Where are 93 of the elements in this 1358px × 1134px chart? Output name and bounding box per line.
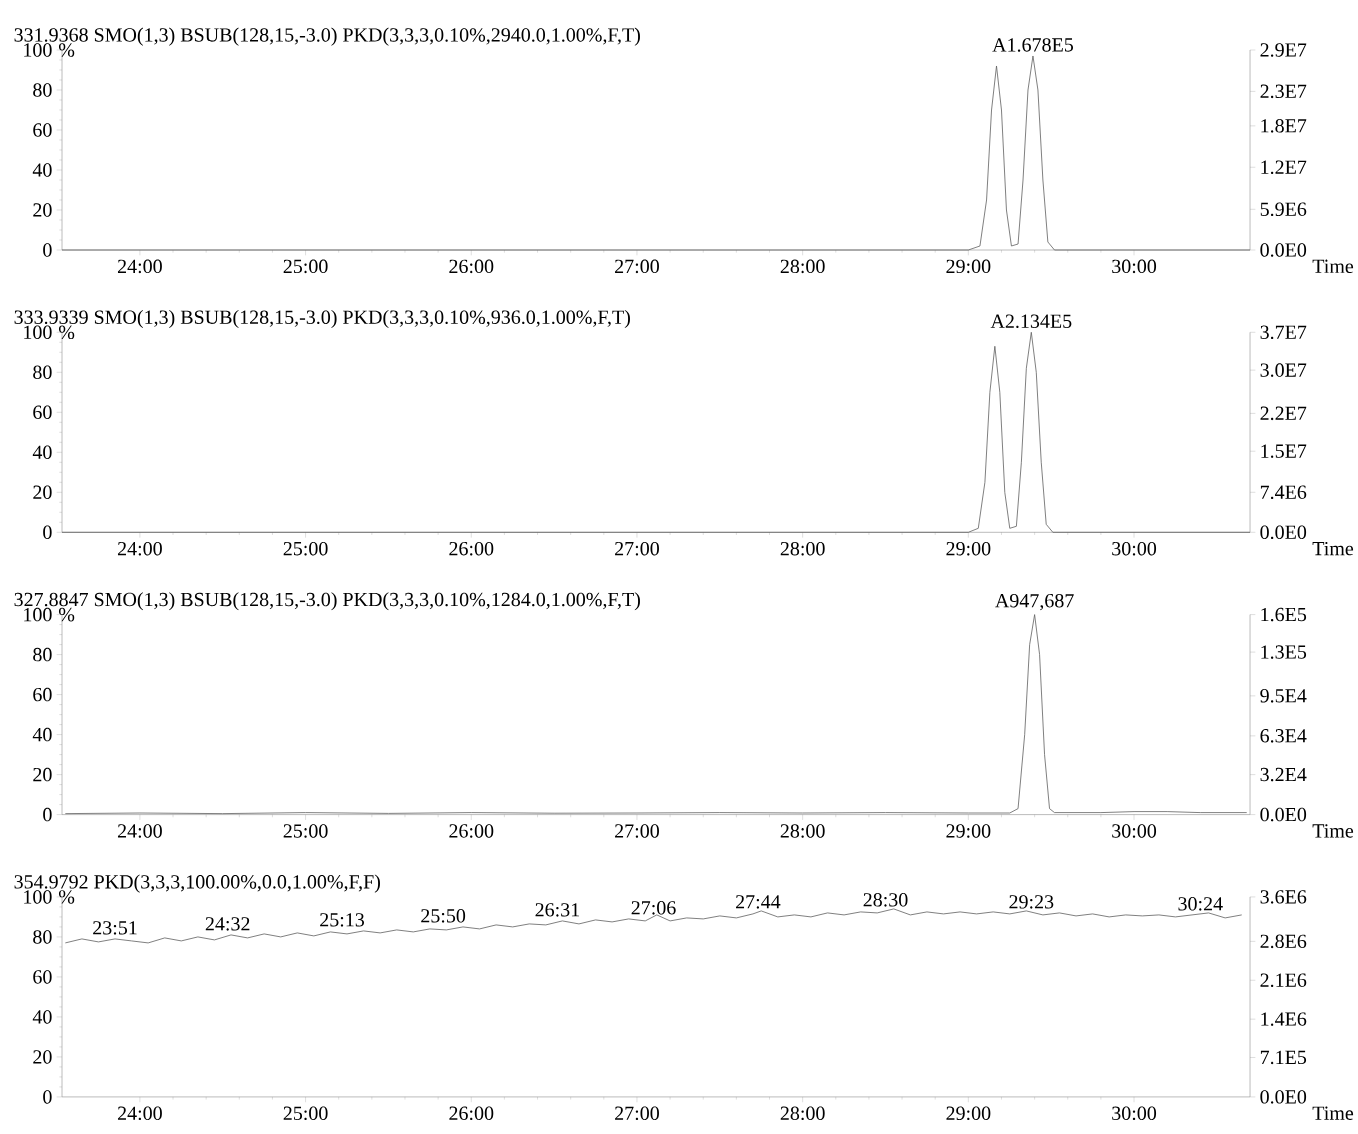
y-axis-title: %: [58, 43, 75, 57]
annotation: 27:06: [631, 901, 676, 915]
annotation: 30:24: [1178, 897, 1223, 911]
y-tick-label: 20: [33, 1050, 52, 1064]
y2-tick-label: 0.0E0: [1260, 807, 1307, 822]
annotation: 25:13: [320, 913, 365, 927]
y2-tick-label: 1.2E7: [1261, 160, 1307, 175]
x-tick-label: 26:00: [449, 259, 494, 274]
y2-tick-label: 7.4E6: [1260, 485, 1307, 500]
annotation: A947,687: [995, 593, 1074, 611]
annotation: 25:50: [421, 909, 466, 923]
y2-tick-label: 3.2E4: [1260, 767, 1307, 782]
y2-tick-label: 2.1E6: [1260, 973, 1307, 988]
y-axis-title: %: [58, 607, 75, 622]
x-axis-title: Time: [1312, 541, 1354, 556]
y-tick-label: 80: [33, 930, 52, 944]
x-tick-label: 29:00: [946, 541, 991, 556]
y-tick-label: 60: [33, 687, 52, 702]
y2-tick-label: 2.3E7: [1260, 84, 1307, 99]
y-tick-label: 40: [32, 445, 52, 460]
x-tick-label: 27:00: [615, 259, 659, 274]
y2-tick-label: 1.6E5: [1261, 607, 1307, 622]
x-tick-label: 26:00: [449, 1106, 494, 1121]
x-tick-label: 28:00: [780, 541, 825, 556]
y2-tick-label: 3.6E6: [1260, 890, 1307, 904]
y2-tick-label: 3.7E7: [1260, 325, 1307, 340]
y-tick-label: 20: [33, 767, 52, 782]
annotation: 29:23: [1009, 895, 1054, 909]
y-tick-label: 0: [43, 807, 52, 822]
x-tick-label: 24:00: [117, 824, 162, 838]
y-tick-label: 60: [33, 405, 52, 420]
y-tick-label: 0: [43, 243, 52, 257]
y2-tick-label: 0.0E0: [1260, 243, 1307, 257]
x-tick-label: 26:00: [449, 541, 494, 556]
y2-tick-label: 1.3E5: [1261, 645, 1307, 659]
x-tick-label: 25:00: [283, 541, 328, 556]
annotation: 28:30: [863, 893, 908, 907]
x-tick-label: 27:00: [615, 824, 659, 838]
annotation: 26:31: [535, 903, 580, 917]
x-tick-label: 25:00: [283, 824, 328, 838]
annotation: A1.678E5: [992, 38, 1074, 52]
y2-tick-label: 0.0E0: [1260, 1090, 1307, 1104]
y-axis-title: %: [58, 325, 75, 340]
x-axis-title: Time: [1312, 259, 1354, 274]
y-tick-label: 20: [33, 485, 52, 500]
y2-tick-label: 9.5E4: [1260, 689, 1307, 703]
x-axis-title: Time: [1312, 1106, 1354, 1120]
y-tick-label: 60: [33, 123, 52, 137]
x-tick-label: 30:00: [1112, 1106, 1157, 1121]
x-tick-label: 26:00: [449, 824, 494, 838]
y-tick-label: 40: [32, 727, 52, 742]
y2-tick-label: 0.0E0: [1260, 525, 1307, 540]
y-tick-label: 0: [43, 525, 52, 540]
y-tick-label: 80: [33, 647, 52, 662]
y2-tick-label: 1.4E6: [1261, 1012, 1307, 1026]
y-tick-label: 80: [33, 365, 52, 380]
x-tick-label: 24:00: [117, 259, 162, 274]
x-axis-title: Time: [1312, 824, 1354, 838]
annotation: 27:44: [736, 895, 781, 909]
annotation: 24:32: [205, 917, 250, 931]
y-tick-label: 40: [32, 163, 52, 177]
y-tick-label: 20: [33, 203, 52, 217]
y2-tick-label: 5.9E6: [1260, 202, 1307, 217]
x-tick-label: 29:00: [946, 1106, 991, 1121]
x-tick-label: 28:00: [780, 824, 825, 838]
y-tick-label: 80: [33, 83, 52, 97]
x-tick-label: 28:00: [780, 259, 825, 274]
y2-tick-label: 2.8E6: [1260, 934, 1307, 949]
x-tick-label: 29:00: [946, 824, 991, 838]
y2-tick-label: 2.2E7: [1260, 406, 1307, 421]
y2-tick-label: 6.3E4: [1260, 729, 1307, 743]
y2-tick-label: 3.0E7: [1260, 363, 1307, 377]
y2-tick-label: 2.9E7: [1260, 43, 1307, 57]
y2-tick-label: 1.8E7: [1261, 119, 1307, 133]
y-tick-label: 40: [32, 1010, 52, 1024]
y-tick-label: 0: [43, 1090, 52, 1104]
y-axis-title: %: [58, 890, 75, 904]
y2-tick-label: 1.5E7: [1261, 444, 1307, 458]
x-tick-label: 27:00: [615, 1106, 659, 1121]
x-tick-label: 27:00: [615, 541, 659, 556]
x-tick-label: 29:00: [946, 259, 991, 274]
y2-tick-label: 7.1E5: [1260, 1050, 1307, 1065]
x-tick-label: 25:00: [283, 1106, 328, 1121]
x-tick-label: 24:00: [117, 541, 162, 556]
x-tick-label: 30:00: [1112, 824, 1157, 838]
x-tick-label: 24:00: [117, 1106, 162, 1121]
annotation: A2.134E5: [990, 314, 1072, 329]
x-tick-label: 28:00: [780, 1106, 825, 1121]
x-tick-label: 30:00: [1112, 259, 1157, 274]
x-tick-label: 30:00: [1112, 541, 1157, 556]
x-tick-label: 25:00: [283, 259, 328, 274]
y-tick-label: 60: [33, 970, 52, 984]
annotation: 23:51: [93, 921, 137, 935]
